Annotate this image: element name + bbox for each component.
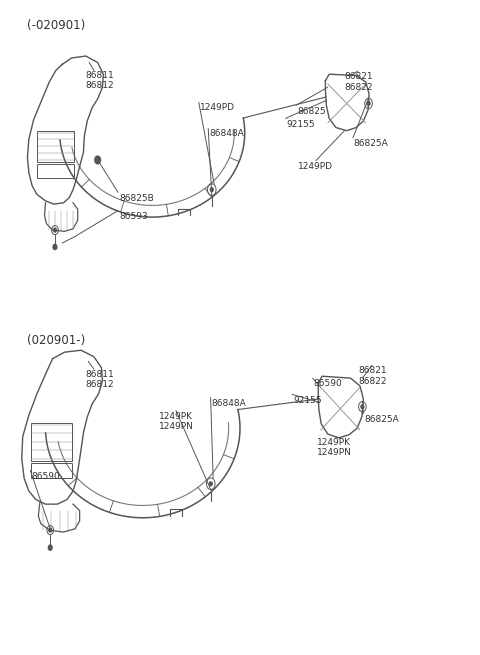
Circle shape [210, 188, 213, 192]
Circle shape [48, 545, 52, 550]
Bar [37, 164, 74, 178]
Text: 1249PK
1249PN: 1249PK 1249PN [158, 412, 193, 432]
Text: 86811
86812: 86811 86812 [85, 71, 114, 90]
Text: 86848A: 86848A [212, 399, 246, 408]
Text: 1249PD: 1249PD [299, 162, 334, 171]
Text: 86825A: 86825A [364, 415, 399, 424]
Text: 86590: 86590 [31, 472, 60, 481]
Text: 86825A: 86825A [354, 139, 389, 148]
Text: 86593: 86593 [119, 212, 148, 221]
Bar [37, 131, 74, 162]
Circle shape [95, 156, 100, 164]
Circle shape [54, 228, 56, 232]
Circle shape [49, 528, 52, 532]
Text: 86821
86822: 86821 86822 [344, 72, 373, 92]
Text: 86590: 86590 [313, 379, 342, 388]
Text: 86821
86822: 86821 86822 [359, 366, 387, 386]
Bar [31, 462, 72, 478]
Text: 86848A: 86848A [209, 130, 244, 138]
Circle shape [53, 244, 57, 250]
Text: 1249PK
1249PN: 1249PK 1249PN [317, 438, 352, 457]
Text: (-020901): (-020901) [26, 19, 85, 32]
Circle shape [361, 405, 364, 409]
Text: 92155: 92155 [287, 120, 315, 128]
Text: 92155: 92155 [293, 396, 322, 405]
Text: 86825B: 86825B [119, 195, 154, 203]
Circle shape [367, 102, 370, 105]
Bar [31, 423, 72, 460]
Text: (020901-): (020901-) [26, 334, 85, 347]
Text: 86811
86812: 86811 86812 [85, 369, 114, 389]
Text: 86825: 86825 [297, 107, 325, 116]
Circle shape [209, 482, 212, 486]
Text: 1249PD: 1249PD [200, 103, 235, 113]
